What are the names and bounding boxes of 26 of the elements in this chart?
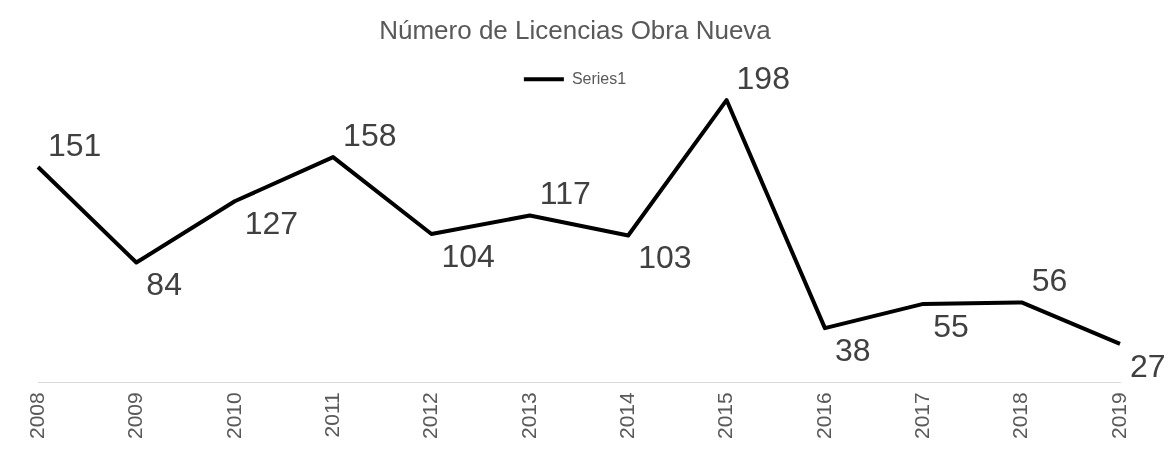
x-tick-label: 2019 [1106,392,1130,439]
legend-label: Series1 [571,69,627,87]
x-tick-label: 2009 [123,392,147,439]
data-label: 104 [441,237,495,274]
data-label: 56 [1031,262,1068,299]
data-label: 198 [736,59,790,96]
x-tick-label: 2018 [1008,392,1032,439]
data-label: 127 [244,205,299,242]
data-label: 55 [933,307,969,344]
x-tick-label: 2008 [24,392,48,439]
x-tick-label: 2013 [516,392,540,439]
data-label: 27 [1130,347,1166,384]
data-label: 38 [834,331,871,368]
data-label: 151 [48,126,102,163]
x-tick-label: 2016 [811,392,835,439]
data-label: 103 [638,239,692,276]
chart-title: Número de Licencias Obra Nueva [379,14,772,45]
x-tick-label: 2011 [319,392,343,438]
x-tick-label: 2015 [713,392,737,439]
x-tick-label: 2012 [418,392,442,439]
data-label: 117 [539,175,591,212]
x-tick-label: 2017 [910,392,934,439]
data-label: 158 [343,116,397,153]
x-tick-label: 2010 [221,392,245,439]
x-tick-label: 2014 [614,391,638,439]
data-label: 84 [146,266,182,303]
